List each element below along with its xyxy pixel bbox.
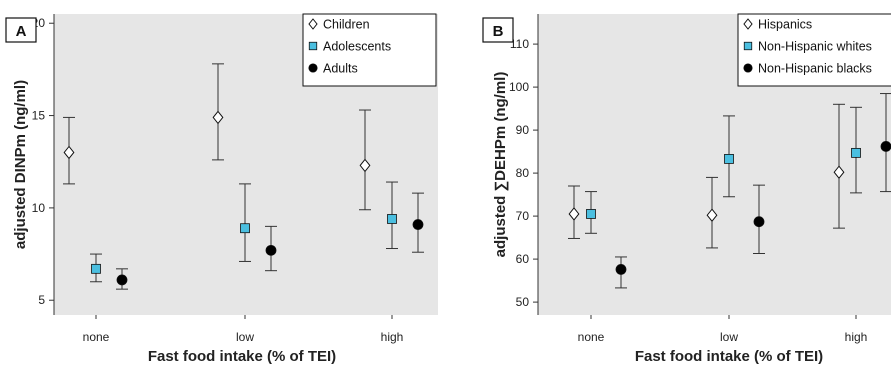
x-tick-label: low xyxy=(236,330,254,344)
legend-box xyxy=(737,13,891,87)
legend-marker xyxy=(743,18,753,30)
data-point xyxy=(615,264,627,275)
y-axis-title: adjusted ∑DEHPm (ng/ml) xyxy=(492,72,509,258)
x-tick-label: none xyxy=(578,330,605,344)
data-point xyxy=(359,158,371,173)
y-tick-label: 100 xyxy=(509,80,529,94)
data-point xyxy=(880,141,891,152)
panel-letter-box xyxy=(5,17,37,43)
x-axis-title: Fast food intake (% of TEI) xyxy=(635,348,823,365)
x-tick-label: low xyxy=(720,330,738,344)
data-point xyxy=(851,147,861,158)
series-adolescents xyxy=(90,181,398,283)
y-tick-label: 10 xyxy=(32,201,46,215)
legend-label: Hispanics xyxy=(758,18,812,32)
x-tick-label: high xyxy=(381,330,404,344)
data-point xyxy=(586,209,596,219)
series-non-hispanic-whites xyxy=(585,106,862,234)
x-tick-label: high xyxy=(845,330,868,344)
data-point xyxy=(412,219,424,230)
y-tick-label: 50 xyxy=(516,295,530,309)
data-point xyxy=(240,223,250,234)
legend-box xyxy=(302,13,437,87)
legend-marker xyxy=(308,41,318,51)
panel-letter: B xyxy=(493,23,504,40)
series-hispanics xyxy=(568,103,845,249)
y-tick-label: 110 xyxy=(510,37,529,51)
y-tick-label: 60 xyxy=(516,252,530,266)
panel-letter: A xyxy=(16,23,27,40)
y-tick-label: 70 xyxy=(516,209,530,223)
legend-marker xyxy=(308,63,318,73)
data-point xyxy=(753,216,765,228)
legend: Children Adolescents Adults xyxy=(302,13,437,87)
panel-letter-box xyxy=(482,17,514,43)
legend-marker xyxy=(308,18,318,30)
y-tick-label: 15 xyxy=(32,109,46,123)
data-point xyxy=(833,165,845,180)
series-non-hispanic-blacks xyxy=(615,93,891,289)
legend-marker xyxy=(743,41,753,51)
series-children xyxy=(63,63,371,211)
data-point xyxy=(212,110,224,125)
data-point xyxy=(116,274,128,286)
legend-label: Adolescents xyxy=(323,40,391,54)
legend-label: Non-Hispanic blacks xyxy=(758,62,872,76)
y-tick-label: 80 xyxy=(516,166,530,180)
legend-label: Non-Hispanic whites xyxy=(758,40,872,54)
data-point xyxy=(63,145,75,160)
legend-label: Adults xyxy=(323,62,358,76)
legend-label: Children xyxy=(323,18,370,32)
legend: Hispanics Non-Hispanic whites Non-Hispanic… xyxy=(737,13,891,87)
data-point xyxy=(91,263,101,274)
data-point xyxy=(724,154,734,164)
y-tick-label: 5 xyxy=(38,293,45,307)
data-point xyxy=(387,214,397,224)
x-axis-title: Fast food intake (% of TEI) xyxy=(148,348,336,365)
chart-panel-b: 50 60 70 80 90 100 110 none low high Fast food int… xyxy=(482,13,891,365)
data-point xyxy=(706,208,718,223)
y-tick-label: 90 xyxy=(516,123,530,137)
legend-marker xyxy=(743,63,753,73)
series-adults xyxy=(116,192,424,290)
data-point xyxy=(265,244,277,256)
x-tick-label: none xyxy=(83,330,110,344)
y-axis-title: adjusted DINPm (ng/ml) xyxy=(12,80,29,249)
data-point xyxy=(568,207,580,221)
